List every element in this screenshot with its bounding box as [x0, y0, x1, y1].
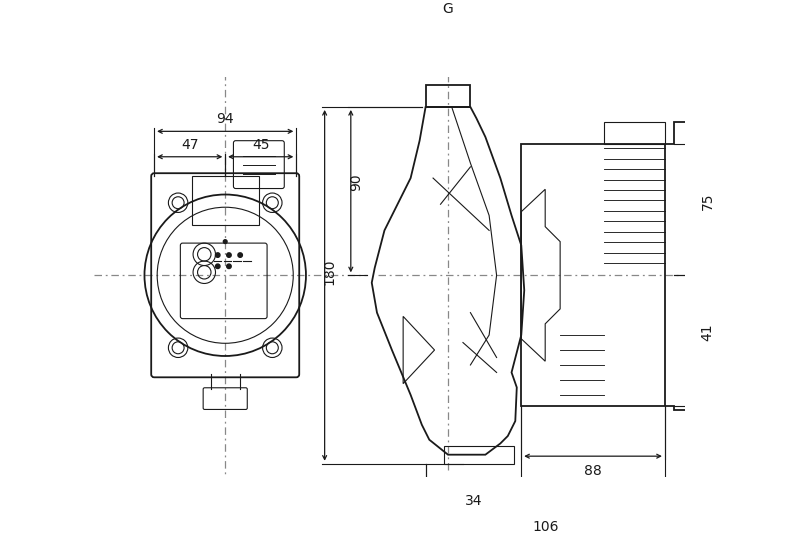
Text: 41: 41 [701, 323, 714, 341]
Text: 180: 180 [323, 259, 337, 285]
Circle shape [215, 264, 220, 269]
Circle shape [226, 253, 231, 257]
Bar [603, 122, 665, 144]
Circle shape [215, 253, 220, 257]
Text: 90: 90 [349, 173, 363, 191]
Bar [426, 85, 470, 107]
Text: 88: 88 [584, 464, 602, 478]
Text: 75: 75 [701, 193, 714, 210]
Text: 106: 106 [532, 519, 558, 534]
Text: 94: 94 [217, 112, 234, 126]
Circle shape [226, 264, 231, 269]
Text: G: G [442, 2, 454, 16]
Circle shape [223, 240, 227, 243]
Bar [522, 144, 665, 406]
Circle shape [238, 253, 242, 257]
Text: 34: 34 [465, 494, 482, 508]
Text: 47: 47 [181, 137, 198, 151]
Text: 45: 45 [252, 137, 270, 151]
Bar [191, 176, 259, 225]
